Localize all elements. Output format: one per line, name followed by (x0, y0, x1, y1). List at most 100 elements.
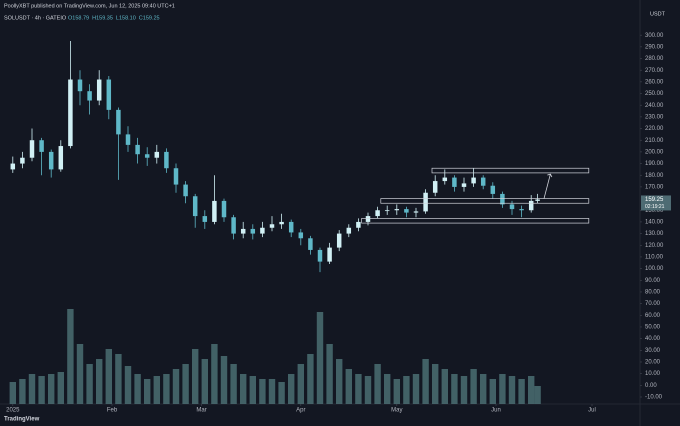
volume-bar (364, 376, 372, 404)
candle-body (29, 140, 35, 158)
y-tick-label: 100.00 (645, 266, 664, 272)
y-tick-label: 90.00 (645, 278, 661, 284)
y-tick-label: 80.00 (645, 290, 661, 296)
candle-body (327, 247, 332, 262)
candle-body (212, 200, 217, 222)
candle-body (413, 211, 419, 213)
volume-bar (403, 376, 410, 404)
symbol: SOLUSDT · 4h · GATEIO (4, 15, 67, 21)
volume-bar (355, 374, 362, 404)
candle-body (231, 217, 236, 234)
price-zone (431, 167, 590, 174)
candle-body (404, 209, 409, 213)
candle-body (135, 144, 140, 155)
candle-body (346, 227, 352, 234)
volume-bar (534, 386, 541, 404)
candle-body (279, 221, 284, 225)
y-tick-label: 210.00 (645, 138, 664, 144)
candle-body (221, 200, 227, 218)
candle-body (432, 181, 438, 193)
volume-bar (19, 379, 26, 404)
volume-bar (76, 344, 84, 404)
volume-bar (86, 364, 93, 404)
candle-body (269, 224, 275, 228)
candle-body (480, 177, 486, 186)
y-tick-label: 220.00 (645, 126, 664, 132)
volume-bar (115, 354, 122, 404)
candle-body (356, 221, 361, 228)
candle-body (260, 227, 265, 234)
candle-body (442, 177, 448, 182)
candle-body (519, 209, 524, 211)
volume-bar (268, 379, 276, 404)
brand: TradingView (4, 417, 40, 423)
y-tick-label: 120.00 (645, 243, 664, 249)
ohlc-label: C159.25 (139, 15, 160, 21)
volume-bar (470, 369, 477, 404)
volume-bar (144, 379, 151, 404)
candle-body (471, 177, 476, 184)
last-price-label: 159.25 (645, 197, 664, 203)
candle-body (58, 146, 64, 170)
x-tick-label: May (391, 408, 402, 414)
volume-bar (67, 309, 74, 404)
volume-bar (480, 374, 487, 404)
volume-bar (422, 359, 429, 404)
ohlc-label: O158.79 (68, 15, 89, 21)
volume-bar (307, 354, 314, 404)
volume-bar (163, 374, 170, 404)
volume-bar (249, 376, 256, 404)
volume-bar (499, 374, 506, 404)
candle-body (87, 91, 92, 101)
candle-body (39, 140, 44, 152)
countdown-label: 02:19:21 (645, 204, 665, 210)
volume-bar (336, 359, 343, 404)
volume-bar (384, 374, 391, 404)
y-tick-label: 50.00 (645, 325, 661, 331)
volume-bar (220, 356, 228, 404)
candle-body (528, 200, 534, 211)
candle-body (490, 185, 496, 194)
published-note: PoollyXBT published on TradingView.com, … (4, 3, 175, 9)
volume-bar (528, 376, 535, 404)
y-tick-label: 170.00 (645, 184, 664, 190)
volume-bar (374, 364, 381, 404)
price-zone (380, 198, 590, 204)
volume-bar (297, 364, 304, 404)
y-tick-label: 70.00 (645, 301, 661, 307)
ohlc-label: L158.10 (116, 15, 136, 21)
price-zone (361, 218, 590, 224)
candle-body (20, 157, 25, 164)
candle-body (298, 232, 304, 239)
candle-body (48, 151, 54, 170)
candle-body (461, 183, 467, 187)
volume-bar (57, 372, 64, 404)
x-tick-label: Feb (107, 408, 118, 414)
volume-bar (432, 364, 439, 404)
volume-bar (518, 379, 525, 404)
volume-bar (192, 349, 199, 404)
candle-body (164, 151, 169, 169)
volume-bar (230, 364, 237, 404)
volume-bar (316, 312, 324, 404)
y-tick-label: 10.00 (645, 371, 661, 377)
volume-bar (105, 349, 112, 404)
candle-body (240, 228, 246, 234)
y-tick-label: 270.00 (645, 68, 664, 74)
volume-bar (278, 382, 285, 404)
y-tick-label: 260.00 (645, 79, 664, 85)
volume-bar (259, 379, 266, 404)
volume-bar (38, 376, 45, 404)
candle-body (288, 221, 294, 233)
y-tick-label: 290.00 (645, 44, 664, 50)
candle-body (192, 196, 198, 217)
volume-bar (412, 374, 420, 404)
volume-bar (489, 379, 496, 404)
y-tick-label: 130.00 (645, 231, 664, 237)
volume-bar (460, 376, 468, 404)
volume-bar (28, 374, 36, 404)
y-tick-label: 190.00 (645, 161, 664, 167)
candle-body (384, 210, 390, 212)
candle-body (500, 193, 505, 205)
candle-body (10, 163, 16, 170)
